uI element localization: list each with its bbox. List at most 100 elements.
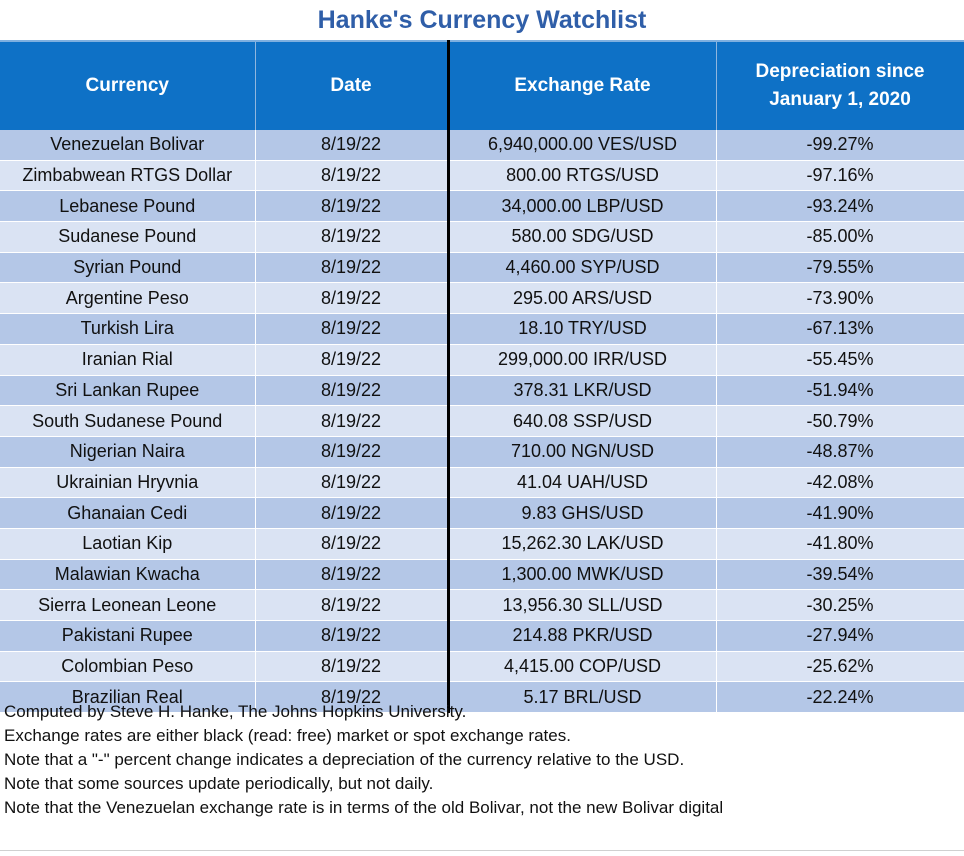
- cell-depreciation: -25.62%: [716, 651, 964, 683]
- cell-currency: Sri Lankan Rupee: [0, 375, 256, 407]
- currency-table: Currency Date Exchange Rate Depreciation…: [0, 40, 964, 714]
- cell-depreciation: -51.94%: [716, 375, 964, 407]
- cell-exchange-rate: 299,000.00 IRR/USD: [448, 344, 717, 376]
- cell-date: 8/19/22: [255, 190, 450, 223]
- footnotes: Computed by Steve H. Hanke, The Johns Ho…: [4, 700, 960, 820]
- cell-currency: Nigerian Naira: [0, 436, 256, 468]
- table-row: Argentine Peso 8/19/22 295.00 ARS/USD -73.9…: [0, 282, 964, 315]
- cell-exchange-rate: 5.17 BRL/USD: [448, 681, 717, 714]
- cell-depreciation: -39.54%: [716, 559, 964, 591]
- cell-date: 8/19/22: [255, 528, 450, 560]
- cell-exchange-rate: 378.31 LKR/USD: [448, 375, 717, 407]
- cell-exchange-rate: 9.83 GHS/USD: [448, 497, 717, 529]
- cell-depreciation: -79.55%: [716, 252, 964, 284]
- footnote-line: Exchange rates are either black (read: f…: [4, 726, 571, 745]
- column-header-depreciation: Depreciation since January 1, 2020: [716, 40, 964, 130]
- table-row: Iranian Rial 8/19/22 299,000.00 IRR/USD -55…: [0, 344, 964, 376]
- cell-currency: Argentine Peso: [0, 282, 256, 315]
- cell-depreciation: -48.87%: [716, 436, 964, 468]
- cell-currency: South Sudanese Pound: [0, 405, 256, 437]
- table-body: Venezuelan Bolivar 8/19/22 6,940,000.00 VE…: [0, 130, 964, 714]
- table-row: Brazilian Real 8/19/22 5.17 BRL/USD -22.24%: [0, 681, 964, 714]
- cell-exchange-rate: 15,262.30 LAK/USD: [448, 528, 717, 560]
- cell-date: 8/19/22: [255, 252, 450, 284]
- cell-depreciation: -85.00%: [716, 221, 964, 253]
- footnote-line: Note that some sources update periodical…: [4, 774, 434, 793]
- cell-exchange-rate: 580.00 SDG/USD: [448, 221, 717, 253]
- cell-depreciation: -55.45%: [716, 344, 964, 376]
- cell-depreciation: -41.80%: [716, 528, 964, 560]
- cell-currency: Turkish Lira: [0, 313, 256, 345]
- cell-date: 8/19/22: [255, 681, 450, 714]
- footnote-line: Note that the Venezuelan exchange rate i…: [4, 798, 724, 817]
- table-row: South Sudanese Pound 8/19/22 640.08 SSP/US…: [0, 405, 964, 437]
- cell-date: 8/19/22: [255, 313, 450, 345]
- cell-currency: Lebanese Pound: [0, 190, 256, 223]
- cell-currency: Iranian Rial: [0, 344, 256, 376]
- cell-date: 8/19/22: [255, 467, 450, 499]
- cell-exchange-rate: 4,415.00 COP/USD: [448, 651, 717, 683]
- cell-currency: Ukrainian Hryvnia: [0, 467, 256, 499]
- table-row: Malawian Kwacha 8/19/22 1,300.00 MWK/USD -3…: [0, 559, 964, 591]
- table-row: Ghanaian Cedi 8/19/22 9.83 GHS/USD -41.90%: [0, 497, 964, 529]
- cell-depreciation: -73.90%: [716, 282, 964, 315]
- cell-exchange-rate: 295.00 ARS/USD: [448, 282, 717, 315]
- cell-currency: Laotian Kip: [0, 528, 256, 560]
- cell-exchange-rate: 18.10 TRY/USD: [448, 313, 717, 345]
- cell-date: 8/19/22: [255, 497, 450, 529]
- table-row: Turkish Lira 8/19/22 18.10 TRY/USD -67.13%: [0, 313, 964, 345]
- column-header-currency: Currency: [0, 40, 256, 130]
- cell-currency: Ghanaian Cedi: [0, 497, 256, 529]
- page-title: Hanke's Currency Watchlist: [317, 6, 647, 34]
- table-row: Pakistani Rupee 8/19/22 214.88 PKR/USD -27.…: [0, 620, 964, 652]
- footnote-line: Note that a "-" percent change indicates…: [4, 750, 685, 769]
- table-row: Lebanese Pound 8/19/22 34,000.00 LBP/USD -9…: [0, 190, 964, 223]
- bottom-divider: [0, 850, 964, 851]
- cell-date: 8/19/22: [255, 160, 450, 192]
- cell-depreciation: -67.13%: [716, 313, 964, 345]
- cell-exchange-rate: 640.08 SSP/USD: [448, 405, 717, 437]
- cell-date: 8/19/22: [255, 282, 450, 315]
- column-header-date: Date: [255, 40, 450, 130]
- cell-exchange-rate: 6,940,000.00 VES/USD: [448, 130, 717, 161]
- table-row: Zimbabwean RTGS Dollar 8/19/22 800.00 RTGS…: [0, 160, 964, 192]
- cell-currency: Pakistani Rupee: [0, 620, 256, 652]
- currency-table-container: Currency Date Exchange Rate Depreciation…: [0, 40, 964, 714]
- cell-date: 8/19/22: [255, 436, 450, 468]
- cell-currency: Colombian Peso: [0, 651, 256, 683]
- cell-date: 8/19/22: [255, 651, 450, 683]
- cell-date: 8/19/22: [255, 130, 450, 161]
- cell-depreciation: -93.24%: [716, 190, 964, 223]
- cell-depreciation: -42.08%: [716, 467, 964, 499]
- table-row: Laotian Kip 8/19/22 15,262.30 LAK/USD -41.8…: [0, 528, 964, 560]
- cell-depreciation: -27.94%: [716, 620, 964, 652]
- cell-currency: Zimbabwean RTGS Dollar: [0, 160, 256, 192]
- cell-exchange-rate: 800.00 RTGS/USD: [448, 160, 717, 192]
- cell-date: 8/19/22: [255, 589, 450, 621]
- cell-exchange-rate: 41.04 UAH/USD: [448, 467, 717, 499]
- table-row: Colombian Peso 8/19/22 4,415.00 COP/USD -25…: [0, 651, 964, 683]
- cell-depreciation: -41.90%: [716, 497, 964, 529]
- table-row: Sudanese Pound 8/19/22 580.00 SDG/USD -85.0…: [0, 221, 964, 253]
- table-row: Ukrainian Hryvnia 8/19/22 41.04 UAH/USD -42…: [0, 467, 964, 499]
- cell-depreciation: -30.25%: [716, 589, 964, 621]
- cell-currency: Sierra Leonean Leone: [0, 589, 256, 621]
- cell-currency: Brazilian Real: [0, 681, 256, 714]
- cell-currency: Venezuelan Bolivar: [0, 130, 256, 161]
- cell-exchange-rate: 214.88 PKR/USD: [448, 620, 717, 652]
- cell-depreciation: -97.16%: [716, 160, 964, 192]
- footnote-line: Computed by Steve H. Hanke, The Johns Ho…: [4, 702, 467, 721]
- cell-currency: Syrian Pound: [0, 252, 256, 284]
- cell-date: 8/19/22: [255, 344, 450, 376]
- cell-exchange-rate: 1,300.00 MWK/USD: [448, 559, 717, 591]
- cell-date: 8/19/22: [255, 559, 450, 591]
- cell-date: 8/19/22: [255, 405, 450, 437]
- table-header-row: Currency Date Exchange Rate Depreciation…: [0, 40, 964, 130]
- table-row: Sri Lankan Rupee 8/19/22 378.31 LKR/USD -51…: [0, 375, 964, 407]
- cell-depreciation: -50.79%: [716, 405, 964, 437]
- cell-depreciation: -99.27%: [716, 130, 964, 161]
- cell-exchange-rate: 34,000.00 LBP/USD: [448, 190, 717, 223]
- cell-currency: Sudanese Pound: [0, 221, 256, 253]
- cell-date: 8/19/22: [255, 375, 450, 407]
- cell-currency: Malawian Kwacha: [0, 559, 256, 591]
